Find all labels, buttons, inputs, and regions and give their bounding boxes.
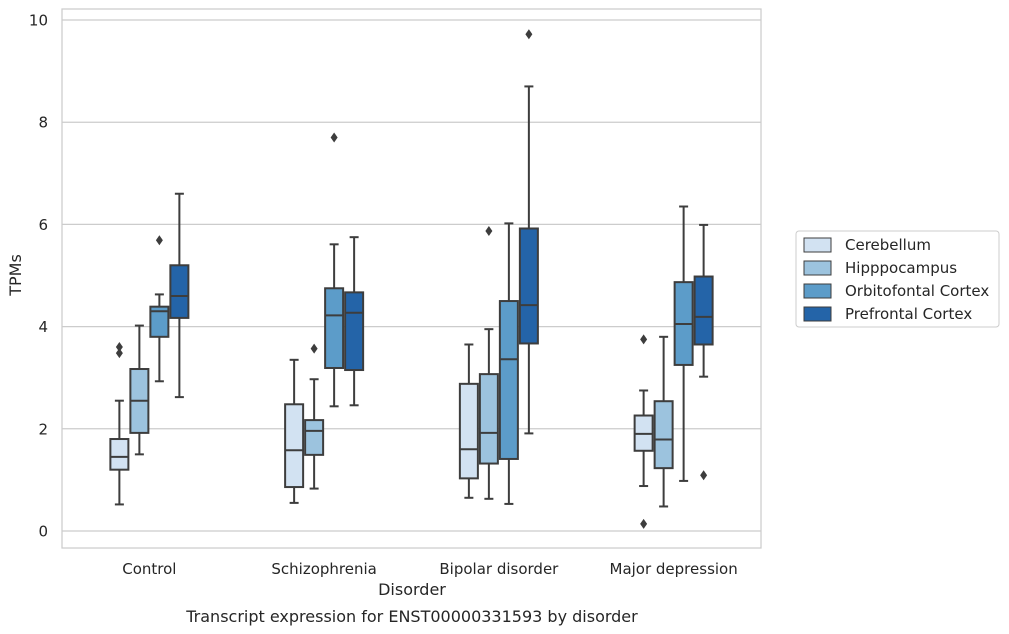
outlier-point: [115, 342, 123, 353]
box-body: [478, 373, 499, 465]
box-body: [284, 403, 305, 489]
box-body: [304, 419, 325, 456]
legend-label: Hipppocampus: [845, 259, 957, 277]
outlier-point: [155, 235, 163, 246]
box-orbitofontal-cortex: [324, 132, 345, 408]
x-tick-label: Bipolar disorder: [439, 560, 559, 578]
x-axis-label: Disorder: [378, 580, 446, 599]
box-prefrontal-cortex: [344, 236, 365, 407]
outlier-point: [330, 132, 338, 143]
legend-swatch: [803, 306, 832, 322]
box-hipppocampus: [653, 335, 674, 508]
legend-label: Orbitofontal Cortex: [845, 282, 989, 300]
box-body: [693, 275, 714, 346]
box-cerebellum: [458, 343, 479, 499]
box-hipppocampus: [304, 343, 325, 490]
box-hipppocampus: [478, 226, 499, 500]
legend-label: Prefrontal Cortex: [845, 305, 972, 323]
chart-caption: Transcript expression for ENST0000033159…: [185, 607, 638, 626]
outlier-point: [310, 343, 318, 354]
box-body: [344, 291, 365, 372]
outlier-point: [115, 348, 123, 359]
outlier-point: [485, 226, 493, 237]
box-prefrontal-cortex: [693, 223, 714, 481]
x-axis: Control Schizophrenia Bipolar disorder Majo…: [122, 560, 737, 578]
y-tick-label: 6: [38, 216, 48, 234]
box-body: [169, 264, 190, 319]
outlier-point: [640, 334, 648, 345]
box-groups: [109, 29, 714, 529]
y-tick-label: 4: [38, 318, 48, 336]
y-tick-label: 10: [29, 12, 48, 30]
y-axis-label: TPMs: [6, 254, 25, 297]
box-body: [653, 400, 674, 470]
y-tick-label: 0: [38, 523, 48, 541]
y-tick-label: 2: [38, 420, 48, 438]
x-tick-label: Major depression: [610, 560, 738, 578]
box-cerebellum: [284, 358, 305, 504]
legend: Cerebellum Hipppocampus Orbitofontal Corte…: [795, 230, 1000, 328]
box-body: [498, 300, 519, 460]
box-body: [324, 287, 345, 369]
box-cerebellum: [109, 342, 130, 506]
box-orbitofontal-cortex: [498, 222, 519, 505]
box-orbitofontal-cortex: [673, 205, 694, 482]
legend-label: Cerebellum: [845, 236, 931, 254]
outlier-point: [640, 518, 648, 529]
outlier-point: [700, 470, 708, 481]
legend-swatch: [803, 283, 832, 299]
outlier-point: [525, 29, 533, 40]
box-prefrontal-cortex: [518, 29, 539, 435]
box-body: [149, 305, 170, 338]
box-prefrontal-cortex: [169, 192, 190, 399]
y-axis: 0 2 4 6 8 10: [29, 12, 48, 541]
legend-swatch: [803, 237, 832, 253]
x-tick-label: Control: [122, 560, 176, 578]
box-body: [109, 438, 130, 471]
box-orbitofontal-cortex: [149, 235, 170, 383]
x-tick-label: Schizophrenia: [271, 560, 376, 578]
box-hipppocampus: [129, 324, 150, 456]
legend-swatch: [803, 260, 832, 276]
legend-frame: [795, 230, 1000, 328]
box-body: [458, 382, 479, 480]
box-body: [518, 227, 539, 345]
box-cerebellum: [633, 334, 654, 529]
plot-frame: [61, 8, 762, 549]
y-tick-label: 8: [38, 114, 48, 132]
